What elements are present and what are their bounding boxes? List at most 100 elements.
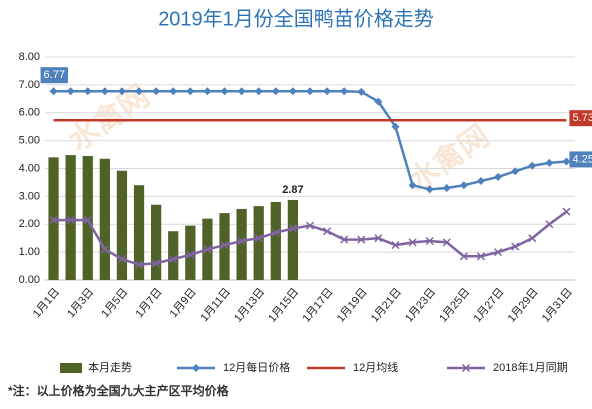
marker (442, 238, 451, 247)
marker (442, 184, 451, 193)
marker (476, 177, 485, 186)
bar (151, 204, 162, 280)
marker (408, 181, 417, 190)
marker (408, 238, 417, 247)
marker (100, 245, 109, 254)
marker (192, 364, 200, 372)
marker (562, 157, 571, 166)
marker (461, 363, 471, 373)
x-tick-label: 1月9日 (168, 286, 199, 320)
marker (100, 87, 109, 96)
marker (83, 216, 92, 225)
bar (48, 157, 59, 280)
data-label-box (569, 110, 592, 127)
marker (83, 87, 92, 96)
bar (168, 231, 179, 280)
marker (511, 242, 520, 251)
legend-label: 本月走势 (88, 360, 132, 374)
x-tick-label: 1月13日 (232, 286, 267, 325)
x-tick-label: 1月19日 (335, 286, 370, 325)
marker (152, 87, 161, 96)
marker (237, 87, 246, 96)
marker (459, 181, 468, 190)
y-tick-label: 5.00 (19, 135, 40, 147)
y-tick-label: 8.00 (19, 51, 40, 63)
line (53, 210, 568, 266)
data-label: 6.77 (44, 69, 65, 81)
marker (391, 122, 400, 131)
marker (305, 221, 315, 230)
marker (545, 220, 554, 229)
bar (236, 208, 247, 280)
marker (306, 87, 314, 96)
marker (288, 224, 297, 233)
marker (203, 245, 212, 254)
marker (425, 236, 434, 246)
marker (186, 250, 195, 259)
marker (374, 97, 383, 106)
marker (340, 87, 349, 96)
marker (117, 255, 126, 264)
bar (253, 206, 264, 280)
marker (117, 87, 126, 96)
marker (49, 87, 58, 96)
marker (425, 185, 434, 194)
marker (169, 87, 178, 96)
x-tick-label: 1月5日 (99, 286, 130, 320)
y-tick-label: 4.00 (19, 162, 40, 174)
marker (271, 87, 280, 96)
marker (135, 87, 144, 96)
marker (152, 259, 161, 268)
marker (203, 87, 212, 96)
data-label-box (569, 151, 592, 168)
marker (545, 158, 554, 167)
x-tick-label: 1月1日 (31, 286, 62, 320)
legend-label: 2018年1月同期 (493, 360, 568, 374)
x-tick-label: 1月21日 (369, 286, 404, 325)
y-tick-label: 1.00 (19, 246, 40, 258)
marker (237, 236, 246, 246)
data-label: 2.87 (282, 184, 303, 196)
marker (186, 87, 195, 96)
bar (65, 155, 76, 280)
marker (135, 260, 144, 269)
x-tick-label: 1月23日 (403, 286, 438, 325)
bar (270, 201, 281, 280)
marker (357, 235, 366, 244)
bar (185, 225, 196, 280)
marker (220, 87, 229, 96)
marker (357, 87, 366, 96)
data-label: 5.73 (572, 112, 592, 124)
marker (494, 172, 503, 181)
marker (528, 161, 537, 170)
marker (254, 234, 263, 243)
marker (169, 255, 178, 264)
x-tick-label: 1月15日 (266, 286, 301, 325)
legend-label: 12月每日价格 (223, 360, 290, 374)
marker (494, 248, 503, 257)
y-tick-label: 2.00 (19, 218, 40, 230)
x-tick-label: 1月31日 (540, 286, 575, 325)
x-tick-label: 1月25日 (437, 286, 472, 325)
marker (476, 252, 485, 261)
x-tick-label: 1月3日 (65, 286, 96, 320)
y-tick-label: 0.00 (19, 274, 40, 286)
bar (116, 170, 128, 280)
footnote: *注：以上价格为全国九大主产区平均价格 (8, 383, 230, 398)
marker (459, 252, 468, 261)
x-tick-label: 1月29日 (506, 286, 541, 325)
marker (323, 87, 332, 96)
bar (133, 185, 145, 280)
y-tick-label: 3.00 (19, 190, 40, 202)
marker (374, 234, 383, 243)
marker (66, 216, 75, 225)
data-label-box (40, 67, 68, 84)
marker (254, 87, 263, 96)
bar (287, 199, 299, 280)
marker (66, 87, 75, 96)
x-tick-label: 1月17日 (300, 286, 335, 325)
marker (323, 227, 332, 236)
marker (528, 234, 537, 243)
chart-title: 2019年1月份全国鸭苗价格走势 (158, 7, 434, 30)
marker (562, 207, 571, 216)
